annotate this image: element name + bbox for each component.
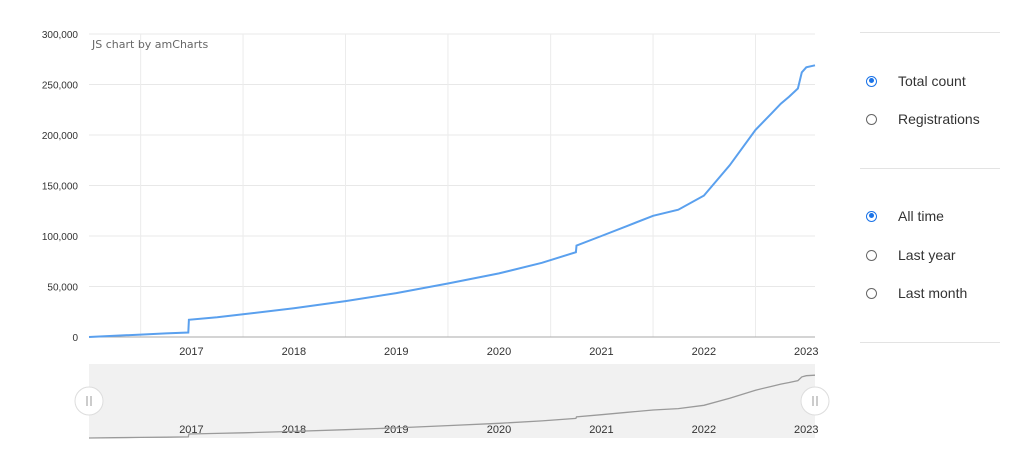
y-axis: 0 50,000 100,000 150,000 200,000 250,000 300,0… — [42, 30, 79, 344]
scrollbar-x-tick-label: 2021 — [589, 424, 613, 436]
x-tick-label: 2019 — [384, 346, 408, 358]
radio-label: Registrations — [898, 111, 980, 127]
radio-button[interactable] — [866, 287, 877, 299]
divider-bottom — [860, 342, 1000, 343]
radio-all-time[interactable]: All time — [866, 208, 944, 224]
x-tick-label: 2017 — [179, 346, 203, 358]
chart: 0 50,000 100,000 150,000 200,000 250,000 300,0… — [42, 30, 830, 439]
scrollbar-x-tick-label: 2018 — [282, 424, 306, 436]
scrollbar-x-tick-label: 2017 — [179, 424, 203, 436]
grid — [89, 33, 815, 337]
x-axis: 2017 2018 2019 2020 2021 2022 2023 — [179, 346, 818, 358]
scrollbar-x-tick-label: 2022 — [692, 424, 716, 436]
y-tick-label: 150,000 — [42, 182, 79, 193]
scrollbar-grip-right[interactable] — [800, 386, 830, 416]
scrollbar-x-tick-label: 2019 — [384, 424, 408, 436]
y-tick-label: 250,000 — [42, 81, 79, 92]
divider-middle — [860, 168, 1000, 169]
scrollbar-x-tick-label: 2023 — [794, 424, 818, 436]
scrollbar-x-tick-label: 2020 — [487, 424, 511, 436]
divider-top — [860, 32, 1000, 33]
radio-label: Last month — [898, 285, 968, 301]
y-tick-label: 200,000 — [42, 131, 79, 142]
x-tick-label: 2020 — [487, 346, 511, 358]
scrollbar[interactable]: 2017 2018 2019 2020 2021 2022 2023 — [74, 364, 830, 439]
radio-total-count[interactable]: Total count — [866, 73, 966, 89]
radio-label: Total count — [898, 73, 966, 89]
x-tick-label: 2023 — [794, 346, 818, 358]
radio-button[interactable] — [866, 113, 877, 125]
y-tick-label: 300,000 — [42, 30, 79, 41]
y-tick-label: 50,000 — [47, 283, 78, 294]
radio-button[interactable] — [866, 75, 877, 87]
scrollbar-series-line — [88, 374, 816, 439]
radio-button[interactable] — [866, 249, 877, 261]
scrollbar-x-axis: 2017 2018 2019 2020 2021 2022 2023 — [179, 424, 818, 436]
radio-registrations[interactable]: Registrations — [866, 111, 980, 127]
radio-label: All time — [898, 208, 944, 224]
x-tick-label: 2022 — [692, 346, 716, 358]
x-tick-label: 2021 — [589, 346, 613, 358]
y-tick-label: 0 — [72, 333, 78, 344]
x-tick-label: 2018 — [282, 346, 306, 358]
radio-last-month[interactable]: Last month — [866, 285, 967, 301]
radio-button[interactable] — [866, 210, 877, 222]
y-tick-label: 100,000 — [42, 232, 79, 243]
series-line — [88, 64, 816, 338]
radio-label: Last year — [898, 247, 956, 263]
scrollbar-grip-left[interactable] — [74, 386, 104, 416]
radio-last-year[interactable]: Last year — [866, 247, 956, 263]
chart-credit: JS chart by amCharts — [91, 38, 208, 51]
